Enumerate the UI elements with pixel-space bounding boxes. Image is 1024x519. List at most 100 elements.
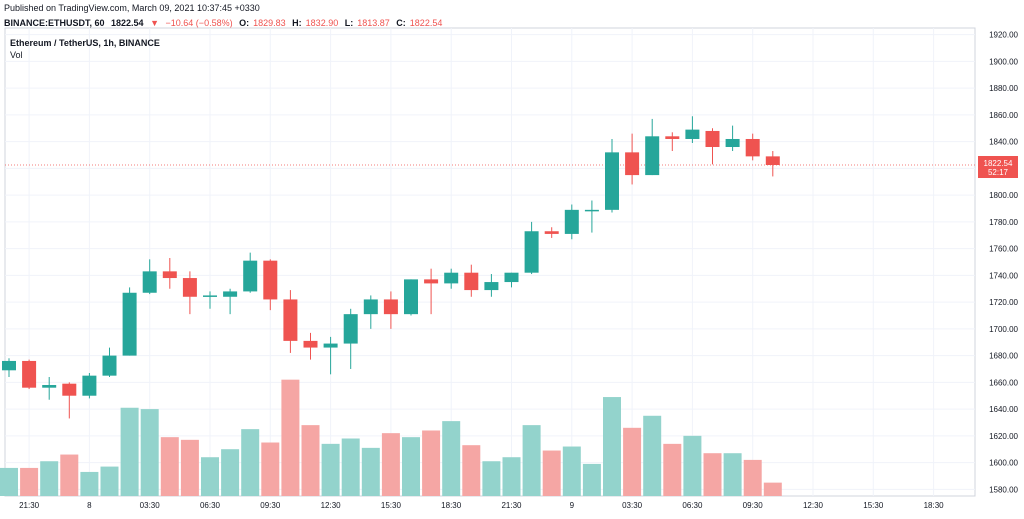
volume-bar — [261, 442, 280, 496]
volume-bar — [20, 467, 39, 496]
candle-body — [564, 209, 579, 234]
volume-bar — [361, 447, 380, 496]
candle-body — [464, 272, 479, 291]
volume-bar — [683, 435, 702, 496]
candle-body — [745, 138, 760, 157]
volume-bar — [462, 445, 481, 496]
candle-body — [263, 260, 278, 300]
legend-volume: Vol — [10, 50, 23, 60]
candle-body — [645, 136, 660, 176]
volume-bar — [703, 453, 722, 496]
candle-body — [2, 360, 16, 371]
volume-bar — [542, 450, 561, 496]
candle-body — [504, 272, 519, 283]
high-label: H: — [292, 18, 302, 28]
candle-body — [223, 291, 238, 297]
x-tick-label: 8 — [87, 501, 92, 510]
volume-bar — [381, 433, 400, 496]
volume-bar — [663, 443, 682, 496]
open-value: 1829.83 — [253, 18, 286, 28]
low-label: L: — [344, 18, 354, 28]
close-value: 1822.54 — [409, 18, 443, 28]
x-tick-label: 03:30 — [140, 501, 161, 510]
volume-bar — [0, 467, 18, 496]
candle-body — [122, 292, 137, 356]
y-tick-label: 1840.00 — [989, 138, 1018, 147]
y-tick-label: 1720.00 — [989, 298, 1018, 307]
x-tick-label: 12:30 — [321, 501, 342, 510]
candle-body — [283, 299, 298, 341]
volume-bar — [321, 443, 340, 496]
y-tick-label: 1640.00 — [989, 405, 1018, 414]
volume-bar — [643, 415, 662, 496]
volume-bar — [522, 425, 541, 496]
down-arrow-icon: ▼ — [150, 18, 160, 28]
x-tick-label: 18:30 — [441, 501, 462, 510]
volume-bar — [60, 454, 79, 496]
published-note: Published on TradingView.com, March 09, … — [4, 3, 260, 13]
candle-body — [303, 340, 318, 348]
candle-body — [544, 231, 559, 234]
volume-bar — [482, 461, 501, 496]
y-tick-label: 1620.00 — [989, 432, 1018, 441]
x-tick-label: 15:30 — [381, 501, 402, 510]
x-tick-label: 06:30 — [682, 501, 703, 510]
y-tick-label: 1700.00 — [989, 325, 1018, 334]
volume-bar — [402, 437, 420, 496]
candle-body — [343, 314, 358, 344]
candle-body — [363, 299, 378, 315]
volume-bar — [442, 421, 461, 496]
x-tick-label: 12:30 — [803, 501, 824, 510]
candle-body — [725, 138, 740, 148]
candle-body — [605, 152, 619, 210]
candle-body — [323, 343, 338, 348]
volume-bar — [80, 471, 99, 496]
x-tick-label: 03:30 — [622, 501, 643, 510]
candle-body — [243, 260, 258, 292]
price-tag — [978, 156, 1018, 179]
y-tick-label: 1580.00 — [989, 485, 1018, 494]
candle-body — [82, 375, 97, 396]
price-tag-countdown: 52:17 — [988, 168, 1009, 177]
volume-bar — [160, 437, 179, 496]
volume-bar — [603, 397, 621, 496]
x-tick-label: 06:30 — [200, 501, 221, 510]
volume-bar — [201, 457, 219, 496]
candle-body — [625, 152, 640, 176]
volume-bar — [341, 438, 360, 496]
candle-body — [484, 282, 499, 291]
chart-legend: Ethereum / TetherUS, 1h, BINANCE Vol — [10, 37, 160, 61]
price-change: −10.64 (−0.58%) — [165, 18, 233, 28]
y-tick-label: 1800.00 — [989, 191, 1018, 200]
volume-bar — [221, 449, 240, 496]
candle-body — [142, 271, 157, 293]
candle-body — [203, 295, 217, 297]
last-price: 1822.54 — [111, 18, 144, 28]
volume-bar — [562, 446, 581, 496]
y-tick-label: 1760.00 — [989, 245, 1018, 254]
candle-body — [22, 360, 37, 388]
y-tick-label: 1920.00 — [989, 31, 1018, 40]
x-tick-label: 18:30 — [924, 501, 945, 510]
candle-body — [444, 272, 459, 284]
y-tick-label: 1780.00 — [989, 218, 1018, 227]
volume-bar — [582, 463, 601, 496]
x-tick-label: 21:30 — [19, 501, 40, 510]
y-tick-label: 1900.00 — [989, 57, 1018, 66]
volume-bar — [120, 407, 139, 496]
volume-bar — [180, 439, 199, 496]
high-value: 1832.90 — [305, 18, 339, 28]
x-tick-label: 9 — [570, 501, 575, 510]
ohlc-bar: BINANCE:ETHUSDT, 60 1822.54 ▼ −10.64 (−0… — [4, 17, 446, 29]
low-value: 1813.87 — [357, 18, 390, 28]
volume-bar — [422, 430, 441, 496]
candle-body — [685, 129, 700, 139]
volume-bar — [241, 429, 260, 496]
candle-body — [42, 385, 57, 388]
candle-body — [424, 279, 439, 284]
volume-bar — [100, 466, 119, 496]
candle-body — [665, 136, 680, 139]
y-tick-label: 1880.00 — [989, 84, 1018, 93]
volume-bar — [301, 425, 320, 496]
